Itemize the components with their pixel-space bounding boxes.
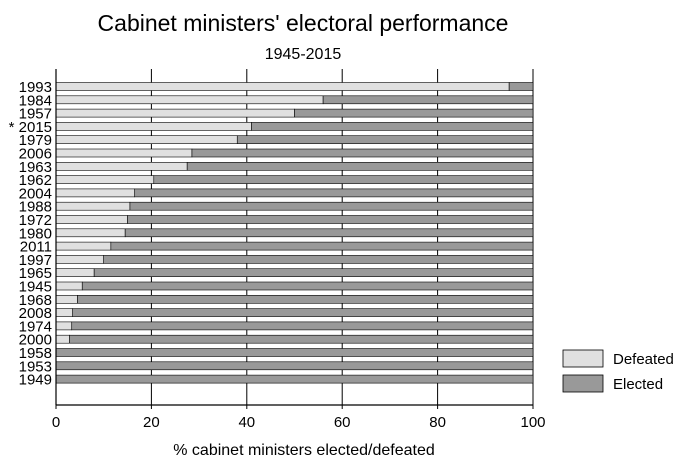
- y-tick-label: 1972: [19, 212, 52, 229]
- bar-elected: [124, 228, 534, 238]
- x-tick-label: 60: [334, 414, 351, 431]
- bar-defeated: [55, 308, 73, 317]
- bar-elected: [69, 334, 534, 344]
- y-tick-label: 2004: [19, 185, 52, 202]
- y-tick-label: 1968: [19, 292, 52, 309]
- y-tick-label: 1962: [19, 172, 52, 189]
- bar-defeated: [55, 255, 105, 264]
- bar-defeated: [55, 268, 95, 278]
- bar-defeated: [55, 95, 324, 105]
- y-tick-label: 2000: [19, 332, 52, 349]
- x-tick-label: 80: [429, 414, 446, 431]
- bar-defeated: [55, 201, 131, 211]
- chart-title: Cabinet ministers' electoral performance: [98, 10, 509, 36]
- bar-elected: [55, 361, 534, 371]
- bar-defeated: [55, 321, 73, 331]
- y-tick-label: 1953: [19, 358, 52, 375]
- legend-swatch: [562, 374, 604, 393]
- y-tick-label: 1958: [19, 345, 52, 362]
- bar-defeated: [55, 294, 78, 304]
- bar-elected: [103, 255, 534, 264]
- x-axis-label: % cabinet ministers elected/defeated: [173, 442, 434, 457]
- y-tick-label: 1957: [19, 106, 52, 123]
- y-tick-label: 1974: [19, 318, 52, 335]
- legend-label: Elected: [613, 376, 663, 393]
- bar-elected: [322, 95, 534, 105]
- bar-elected: [71, 321, 534, 331]
- bar-elected: [55, 374, 534, 384]
- bar-elected: [236, 135, 534, 144]
- y-tick-label: 1945: [19, 279, 52, 296]
- chart-subtitle: 1945-2015: [265, 46, 342, 63]
- y-tick-label: 2006: [19, 146, 52, 163]
- bar-elected: [251, 122, 534, 131]
- bar-elected: [77, 294, 534, 304]
- bar-defeated: [55, 108, 295, 118]
- bar-elected: [110, 241, 534, 251]
- y-tick-label: 2008: [19, 305, 52, 322]
- y-tick-label: 1979: [19, 132, 52, 149]
- y-tick-label: 1984: [19, 92, 52, 109]
- y-tick-label: * 2015: [9, 119, 52, 136]
- bar-defeated: [55, 175, 155, 184]
- bar-elected: [81, 281, 534, 291]
- legend-label: Defeated: [613, 351, 674, 368]
- bar-defeated: [55, 135, 238, 144]
- y-tick-label: 1963: [19, 159, 52, 176]
- bar-defeated: [55, 148, 193, 158]
- y-tick-label: 1997: [19, 252, 52, 269]
- x-tick-label: 0: [52, 414, 60, 431]
- bar-defeated: [55, 82, 510, 91]
- y-tick-label: 1965: [19, 265, 52, 282]
- y-tick-label: 1993: [19, 79, 52, 96]
- bar-elected: [129, 201, 534, 211]
- y-tick-label: 1949: [19, 372, 52, 389]
- bar-elected: [127, 215, 534, 224]
- y-tick-label: 2011: [20, 239, 52, 256]
- bar-elected: [93, 268, 534, 278]
- legend: Defeated Elected: [562, 349, 674, 393]
- bar-defeated: [55, 334, 70, 344]
- bar-elected: [134, 188, 534, 198]
- x-tick-label: 100: [520, 414, 545, 431]
- bar-elected: [186, 162, 534, 171]
- bar-elected: [191, 148, 534, 158]
- bar-defeated: [55, 215, 128, 224]
- bar-elected: [153, 175, 534, 184]
- bar-elected: [72, 308, 534, 317]
- bar-defeated: [55, 241, 112, 251]
- x-tick-label: 20: [143, 414, 160, 431]
- bar-defeated: [55, 281, 83, 291]
- y-tick-label: 1988: [19, 199, 52, 216]
- bar-elected: [55, 348, 534, 357]
- bar-elected: [508, 82, 534, 91]
- bar-defeated: [55, 188, 136, 198]
- bar-defeated: [55, 228, 126, 238]
- y-tick-label: 1980: [19, 225, 52, 242]
- bar-defeated: [55, 162, 188, 171]
- x-tick-label: 40: [238, 414, 255, 431]
- legend-swatch: [562, 349, 604, 368]
- bar-elected: [294, 108, 534, 118]
- bar-defeated: [55, 122, 252, 131]
